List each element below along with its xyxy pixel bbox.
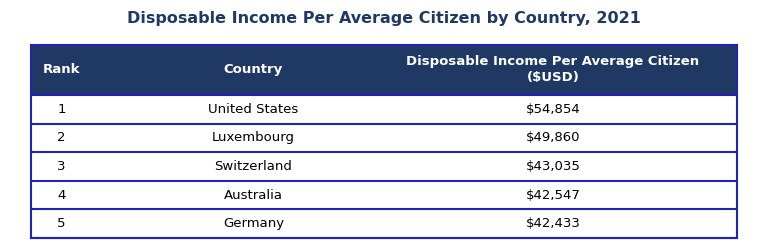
Text: 3: 3 bbox=[57, 160, 66, 173]
Text: Disposable Income Per Average Citizen
($USD): Disposable Income Per Average Citizen ($… bbox=[406, 55, 700, 84]
Bar bbox=[31, 124, 737, 152]
Text: 5: 5 bbox=[57, 217, 66, 230]
Text: $43,035: $43,035 bbox=[525, 160, 581, 173]
Text: $42,547: $42,547 bbox=[525, 189, 581, 202]
Bar bbox=[31, 152, 737, 181]
Text: Switzerland: Switzerland bbox=[214, 160, 293, 173]
Text: Germany: Germany bbox=[223, 217, 284, 230]
Text: $42,433: $42,433 bbox=[525, 217, 581, 230]
Text: Country: Country bbox=[223, 63, 283, 76]
Text: $54,854: $54,854 bbox=[525, 103, 581, 116]
Text: 2: 2 bbox=[57, 131, 66, 144]
Bar bbox=[31, 181, 737, 210]
Text: 1: 1 bbox=[57, 103, 66, 116]
Bar bbox=[31, 210, 737, 238]
Bar bbox=[31, 45, 737, 95]
Text: United States: United States bbox=[208, 103, 299, 116]
Text: $49,860: $49,860 bbox=[526, 131, 580, 144]
Text: Rank: Rank bbox=[43, 63, 80, 76]
Text: 4: 4 bbox=[58, 189, 65, 202]
Text: Disposable Income Per Average Citizen by Country, 2021: Disposable Income Per Average Citizen by… bbox=[127, 11, 641, 26]
Text: Australia: Australia bbox=[224, 189, 283, 202]
Text: Luxembourg: Luxembourg bbox=[212, 131, 295, 144]
Bar bbox=[31, 95, 737, 124]
